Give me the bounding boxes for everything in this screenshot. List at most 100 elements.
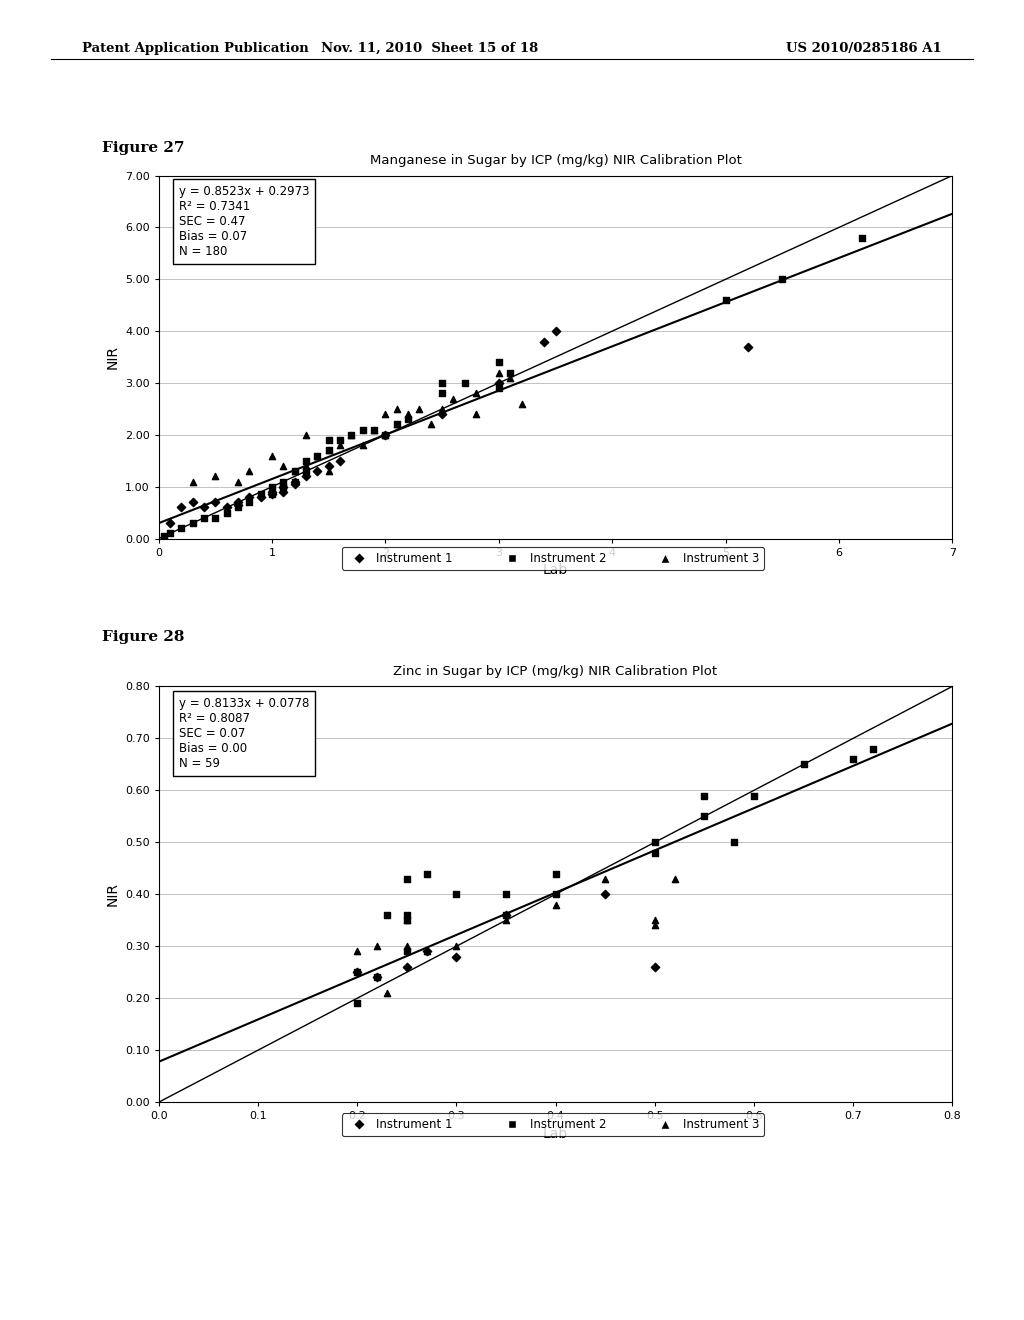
- Point: [419, 863, 435, 884]
- Point: [398, 936, 415, 957]
- Point: [287, 471, 303, 492]
- Point: [434, 383, 451, 404]
- Point: [389, 414, 406, 436]
- Point: [309, 445, 326, 466]
- Point: [597, 884, 613, 906]
- Point: [398, 904, 415, 925]
- Point: [646, 957, 663, 978]
- Point: [502, 367, 518, 388]
- Point: [490, 351, 507, 372]
- Point: [173, 517, 189, 539]
- Point: [162, 512, 178, 533]
- Point: [412, 399, 428, 420]
- Point: [513, 393, 529, 414]
- Point: [498, 904, 514, 925]
- Point: [740, 337, 757, 358]
- Point: [298, 461, 314, 482]
- Point: [845, 748, 861, 770]
- Point: [490, 362, 507, 383]
- Point: [366, 420, 382, 441]
- Point: [377, 424, 393, 445]
- Point: [646, 915, 663, 936]
- Point: [253, 484, 269, 506]
- Point: [264, 484, 281, 506]
- Point: [377, 424, 393, 445]
- Point: [449, 946, 465, 968]
- Point: [502, 362, 518, 383]
- Point: [173, 496, 189, 517]
- Point: [218, 496, 234, 517]
- Point: [349, 941, 366, 962]
- Point: [398, 941, 415, 962]
- Point: [298, 455, 314, 477]
- Point: [196, 496, 212, 517]
- Point: [229, 492, 246, 513]
- Text: Patent Application Publication: Patent Application Publication: [82, 42, 308, 55]
- Point: [332, 434, 348, 455]
- Point: [434, 372, 451, 393]
- Point: [349, 962, 366, 983]
- Point: [547, 894, 563, 915]
- Point: [379, 982, 395, 1003]
- Point: [264, 484, 281, 506]
- Point: [646, 842, 663, 863]
- Point: [162, 523, 178, 544]
- Point: [298, 466, 314, 487]
- Point: [343, 424, 359, 445]
- Legend: Instrument 1, Instrument 2, Instrument 3: Instrument 1, Instrument 2, Instrument 3: [342, 1113, 764, 1137]
- Point: [287, 471, 303, 492]
- Point: [287, 461, 303, 482]
- Point: [434, 399, 451, 420]
- Point: [547, 321, 563, 342]
- Point: [423, 414, 439, 436]
- Point: [321, 429, 337, 450]
- Point: [184, 512, 201, 533]
- Point: [547, 863, 563, 884]
- Point: [332, 429, 348, 450]
- Text: Figure 28: Figure 28: [102, 630, 185, 644]
- Point: [774, 269, 791, 290]
- Point: [696, 785, 713, 807]
- Point: [536, 331, 552, 352]
- Point: [309, 461, 326, 482]
- Point: [229, 496, 246, 517]
- Point: [498, 904, 514, 925]
- Point: [332, 450, 348, 471]
- Y-axis label: NIR: NIR: [105, 882, 120, 907]
- Point: [242, 461, 258, 482]
- Point: [389, 414, 406, 436]
- Title: Manganese in Sugar by ICP (mg/kg) NIR Calibration Plot: Manganese in Sugar by ICP (mg/kg) NIR Ca…: [370, 154, 741, 168]
- Point: [445, 388, 462, 409]
- Point: [434, 404, 451, 425]
- Point: [468, 404, 484, 425]
- Point: [287, 461, 303, 482]
- Point: [726, 832, 742, 853]
- Point: [379, 904, 395, 925]
- Point: [184, 471, 201, 492]
- Point: [207, 466, 223, 487]
- Point: [468, 383, 484, 404]
- Point: [343, 424, 359, 445]
- Point: [400, 409, 417, 430]
- Point: [264, 477, 281, 498]
- Point: [287, 474, 303, 495]
- Point: [400, 404, 417, 425]
- Point: [597, 869, 613, 890]
- Point: [275, 471, 292, 492]
- Point: [275, 477, 292, 498]
- Point: [321, 461, 337, 482]
- Point: [646, 832, 663, 853]
- Point: [490, 378, 507, 399]
- Point: [242, 487, 258, 508]
- X-axis label: Lab: Lab: [543, 1127, 568, 1140]
- Y-axis label: NIR: NIR: [105, 345, 120, 370]
- Point: [366, 420, 382, 441]
- Point: [377, 404, 393, 425]
- Point: [864, 738, 881, 759]
- Point: [369, 966, 385, 987]
- Point: [449, 884, 465, 906]
- Point: [745, 785, 762, 807]
- Point: [298, 424, 314, 445]
- Point: [369, 936, 385, 957]
- X-axis label: Lab: Lab: [543, 564, 568, 577]
